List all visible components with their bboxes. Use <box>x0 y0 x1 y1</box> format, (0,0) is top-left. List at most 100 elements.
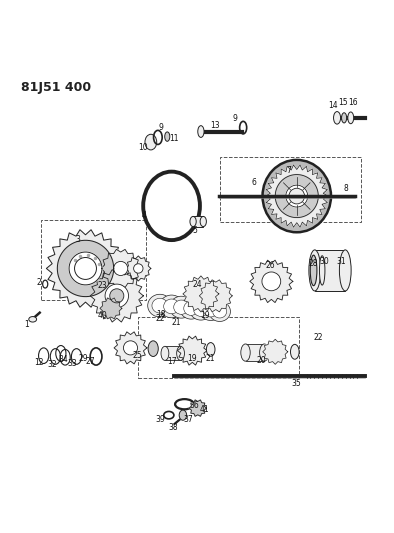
Text: 12: 12 <box>34 358 44 367</box>
Circle shape <box>289 188 305 204</box>
Text: 9: 9 <box>233 114 238 123</box>
Text: 6: 6 <box>251 178 256 187</box>
Ellipse shape <box>320 256 325 285</box>
Text: 5: 5 <box>193 226 197 235</box>
Text: 40: 40 <box>97 311 107 320</box>
Ellipse shape <box>193 303 208 317</box>
Text: 41: 41 <box>199 405 209 414</box>
Ellipse shape <box>309 250 321 291</box>
Polygon shape <box>100 298 122 319</box>
Ellipse shape <box>184 301 199 316</box>
Text: 17: 17 <box>167 357 177 366</box>
Text: 37: 37 <box>184 415 193 424</box>
Ellipse shape <box>145 134 157 150</box>
Text: 34: 34 <box>58 355 68 364</box>
Text: 14: 14 <box>328 101 338 110</box>
Ellipse shape <box>152 298 168 313</box>
Text: 19: 19 <box>200 311 210 320</box>
Polygon shape <box>177 336 207 365</box>
Ellipse shape <box>342 113 347 123</box>
Polygon shape <box>46 230 125 307</box>
Ellipse shape <box>260 344 269 361</box>
Text: 27: 27 <box>86 357 95 366</box>
Polygon shape <box>126 256 151 281</box>
Text: 81J51 400: 81J51 400 <box>21 80 91 94</box>
Text: 22: 22 <box>156 314 165 324</box>
Bar <box>221 157 361 222</box>
Ellipse shape <box>334 111 340 124</box>
Ellipse shape <box>310 255 317 286</box>
Text: 13: 13 <box>210 121 219 130</box>
Ellipse shape <box>262 160 331 232</box>
Ellipse shape <box>339 250 351 291</box>
Polygon shape <box>286 185 308 207</box>
Bar <box>138 317 299 378</box>
Polygon shape <box>101 249 140 287</box>
Ellipse shape <box>180 297 203 319</box>
Text: 32: 32 <box>47 360 57 369</box>
Text: 24: 24 <box>193 280 203 289</box>
Bar <box>193 216 203 227</box>
Text: 39: 39 <box>155 415 165 424</box>
Ellipse shape <box>160 295 184 318</box>
Polygon shape <box>69 252 102 285</box>
Ellipse shape <box>209 302 230 321</box>
Ellipse shape <box>206 343 215 356</box>
Circle shape <box>114 261 128 276</box>
Polygon shape <box>58 240 114 297</box>
Circle shape <box>134 264 143 273</box>
Text: 18: 18 <box>156 310 166 319</box>
Text: 35: 35 <box>292 379 302 389</box>
Bar <box>315 250 345 291</box>
Text: 11: 11 <box>169 134 178 143</box>
Text: 21: 21 <box>206 354 216 363</box>
Text: 4: 4 <box>142 211 147 220</box>
Polygon shape <box>263 340 288 365</box>
Text: 29: 29 <box>79 354 88 363</box>
Polygon shape <box>250 260 293 303</box>
Text: 30: 30 <box>319 257 329 266</box>
Text: 16: 16 <box>349 98 358 107</box>
Ellipse shape <box>290 344 299 359</box>
Text: 33: 33 <box>68 359 78 368</box>
Bar <box>41 220 146 300</box>
Ellipse shape <box>241 344 250 361</box>
Text: 19: 19 <box>188 354 197 363</box>
Ellipse shape <box>148 294 172 317</box>
Polygon shape <box>266 165 328 227</box>
Text: 7: 7 <box>286 166 292 175</box>
Text: 36: 36 <box>190 401 199 410</box>
Text: 23: 23 <box>97 281 107 290</box>
Ellipse shape <box>190 216 196 227</box>
Ellipse shape <box>190 299 212 320</box>
Text: 28: 28 <box>308 259 318 268</box>
Ellipse shape <box>169 296 193 318</box>
Text: 10: 10 <box>138 143 148 152</box>
Circle shape <box>105 284 128 308</box>
Text: 31: 31 <box>336 257 346 266</box>
Ellipse shape <box>179 410 187 420</box>
Circle shape <box>123 341 138 355</box>
Text: 25: 25 <box>133 351 142 360</box>
Ellipse shape <box>161 346 169 360</box>
Bar <box>165 346 180 360</box>
Text: 26: 26 <box>266 261 275 270</box>
Circle shape <box>74 257 97 279</box>
Polygon shape <box>90 270 143 322</box>
Polygon shape <box>275 175 318 217</box>
Text: 3: 3 <box>75 235 80 244</box>
Text: 20: 20 <box>257 356 266 365</box>
Ellipse shape <box>213 305 227 318</box>
Polygon shape <box>183 276 219 312</box>
Text: 22: 22 <box>314 333 323 342</box>
Text: 2: 2 <box>37 278 42 287</box>
Polygon shape <box>189 400 206 416</box>
Text: 38: 38 <box>169 423 178 432</box>
Ellipse shape <box>348 112 354 124</box>
Ellipse shape <box>29 317 37 322</box>
Ellipse shape <box>165 132 170 141</box>
Ellipse shape <box>200 300 222 320</box>
Text: 21: 21 <box>172 318 181 327</box>
Polygon shape <box>114 332 147 364</box>
Circle shape <box>110 289 124 303</box>
